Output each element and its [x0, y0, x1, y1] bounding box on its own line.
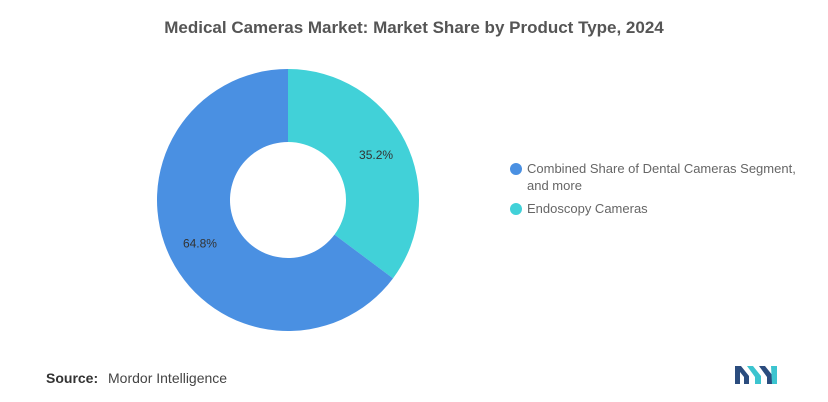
- source-key: Source:: [46, 370, 99, 386]
- chart-title: Medical Cameras Market: Market Share by …: [164, 18, 664, 37]
- chart-legend: Combined Share of Dental Cameras Segment…: [510, 160, 820, 223]
- legend-swatch-dental: [510, 163, 522, 175]
- donut-slices: [157, 69, 420, 331]
- slice-dental[interactable]: [157, 69, 394, 331]
- legend-item-endoscopy[interactable]: Endoscopy Cameras: [510, 200, 820, 217]
- slice-value-labels: 35.2% 64.8%: [183, 148, 393, 250]
- slice-endoscopy[interactable]: [288, 69, 420, 279]
- legend-label-endoscopy: Endoscopy Cameras: [527, 201, 648, 216]
- legend-label-dental: Combined Share of Dental Cameras Segment…: [527, 161, 796, 193]
- source-line: Source: Mordor Intelligence: [46, 370, 227, 386]
- legend-swatch-endoscopy: [510, 203, 522, 215]
- legend-item-dental[interactable]: Combined Share of Dental Cameras Segment…: [510, 160, 820, 194]
- slice-dental-value-label: 64.8%: [183, 236, 217, 250]
- mordor-intelligence-logo-icon: [735, 366, 777, 384]
- slice-endoscopy-value-label: 35.2%: [359, 148, 393, 162]
- source-value: Mordor Intelligence: [108, 370, 228, 386]
